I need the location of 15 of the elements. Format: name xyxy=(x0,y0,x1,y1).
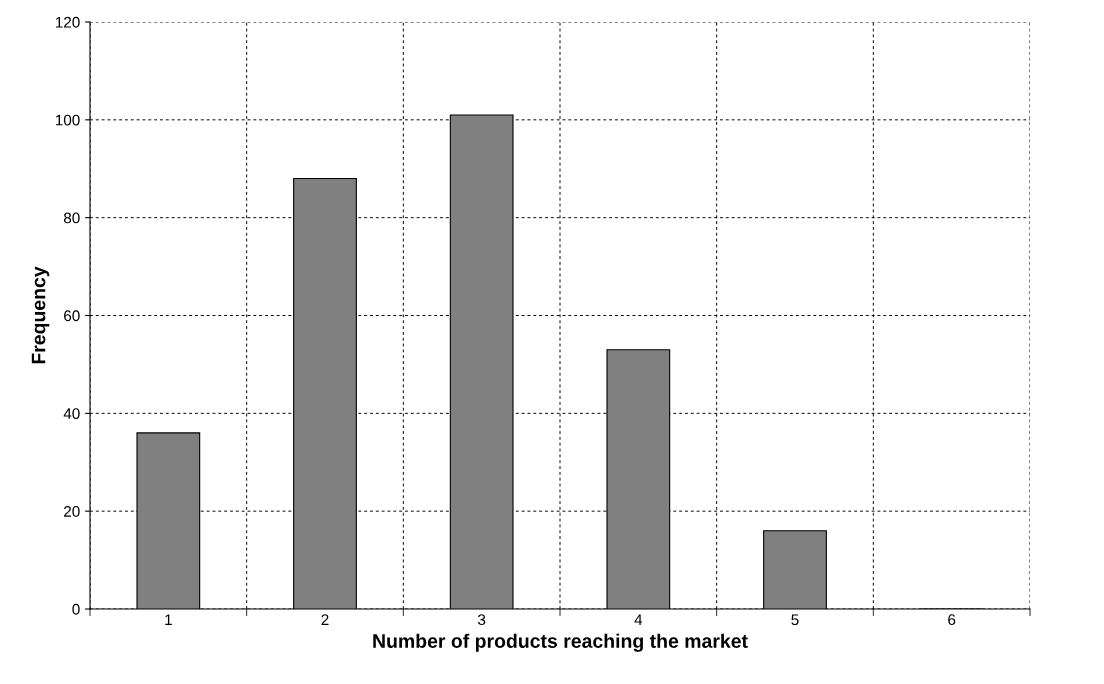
x-tick-label: 2 xyxy=(321,614,329,625)
x-tick-label: 1 xyxy=(165,614,172,625)
y-tick-label: 80 xyxy=(63,212,80,224)
x-tick-label: 5 xyxy=(791,614,799,626)
y-tick-label: 20 xyxy=(64,506,80,517)
y-tick-label: 0 xyxy=(72,603,80,615)
y-tick-label: 120 xyxy=(55,16,80,28)
y-tick-label: 100 xyxy=(55,114,80,126)
x-tick-label: 3 xyxy=(478,614,486,626)
x-tick-label: 6 xyxy=(948,614,956,626)
y-tick-label: 60 xyxy=(64,310,80,322)
x-tick-label: 4 xyxy=(634,614,643,625)
x-axis-title: Number of products reaching the market xyxy=(373,633,748,652)
y-tick-label: 40 xyxy=(63,408,80,420)
y-axis-title: Frequency xyxy=(31,266,50,364)
